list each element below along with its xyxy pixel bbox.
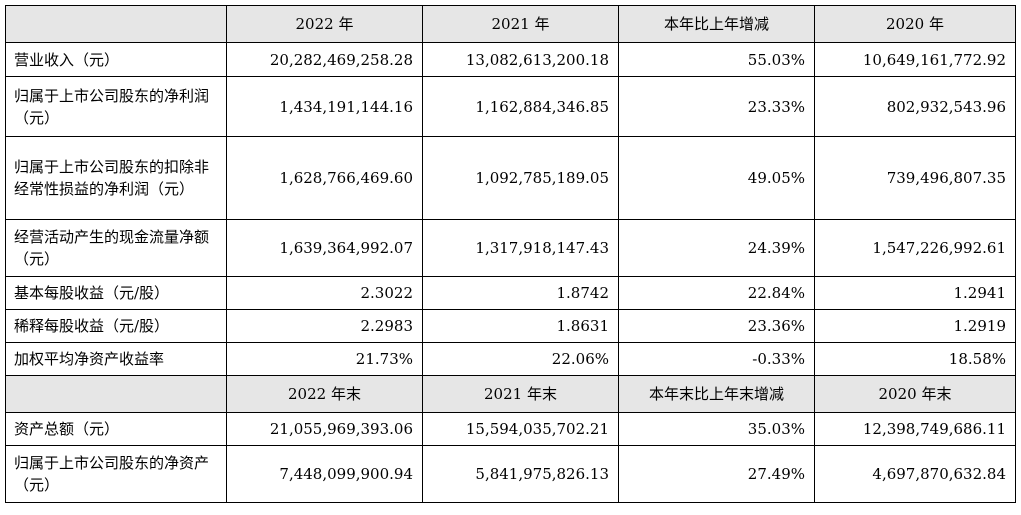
value-cell: 1.8631	[422, 309, 619, 343]
row-label: 资产总额（元）	[5, 412, 227, 446]
table-row: 营业收入（元） 20,282,469,258.28 13,082,613,200…	[5, 42, 1016, 77]
header-cell: 本年末比上年末增减	[618, 375, 815, 413]
header-cell: 2022 年末	[226, 375, 423, 413]
value-cell: -0.33%	[618, 342, 815, 376]
table-row: 加权平均净资产收益率 21.73% 22.06% -0.33% 18.58%	[5, 342, 1016, 376]
value-cell: 20,282,469,258.28	[226, 42, 423, 77]
header-row-2: 2022 年末 2021 年末 本年末比上年末增减 2020 年末	[5, 375, 1016, 413]
value-cell: 55.03%	[618, 42, 815, 77]
value-cell: 23.33%	[618, 76, 815, 137]
value-cell: 1,092,785,189.05	[422, 136, 619, 220]
value-cell: 21,055,969,393.06	[226, 412, 423, 446]
table-row: 归属于上市公司股东的净利润（元） 1,434,191,144.16 1,162,…	[5, 76, 1016, 137]
value-cell: 1,162,884,346.85	[422, 76, 619, 137]
value-cell: 13,082,613,200.18	[422, 42, 619, 77]
table-row: 基本每股收益（元/股） 2.3022 1.8742 22.84% 1.2941	[5, 276, 1016, 310]
header-cell: 2021 年	[422, 5, 619, 43]
value-cell: 1.2941	[814, 276, 1016, 310]
header-row-1: 2022 年 2021 年 本年比上年增减 2020 年	[5, 5, 1016, 43]
row-label: 加权平均净资产收益率	[5, 342, 227, 376]
table-row: 经营活动产生的现金流量净额（元） 1,639,364,992.07 1,317,…	[5, 219, 1016, 277]
value-cell: 35.03%	[618, 412, 815, 446]
row-label: 营业收入（元）	[5, 42, 227, 77]
value-cell: 2.2983	[226, 309, 423, 343]
table-row: 归属于上市公司股东的净资产（元） 7,448,099,900.94 5,841,…	[5, 445, 1016, 503]
header-corner-cell	[5, 375, 227, 413]
row-label: 经营活动产生的现金流量净额（元）	[5, 219, 227, 277]
value-cell: 15,594,035,702.21	[422, 412, 619, 446]
value-cell: 22.06%	[422, 342, 619, 376]
value-cell: 18.58%	[814, 342, 1016, 376]
value-cell: 4,697,870,632.84	[814, 445, 1016, 503]
value-cell: 739,496,807.35	[814, 136, 1016, 220]
value-cell: 23.36%	[618, 309, 815, 343]
row-label: 归属于上市公司股东的净资产（元）	[5, 445, 227, 503]
value-cell: 24.39%	[618, 219, 815, 277]
value-cell: 12,398,749,686.11	[814, 412, 1016, 446]
row-label: 稀释每股收益（元/股）	[5, 309, 227, 343]
value-cell: 1,628,766,469.60	[226, 136, 423, 220]
value-cell: 27.49%	[618, 445, 815, 503]
value-cell: 22.84%	[618, 276, 815, 310]
row-label: 基本每股收益（元/股）	[5, 276, 227, 310]
header-cell: 本年比上年增减	[618, 5, 815, 43]
value-cell: 10,649,161,772.92	[814, 42, 1016, 77]
table-row: 稀释每股收益（元/股） 2.2983 1.8631 23.36% 1.2919	[5, 309, 1016, 343]
table-row: 资产总额（元） 21,055,969,393.06 15,594,035,702…	[5, 412, 1016, 446]
header-corner-cell	[5, 5, 227, 43]
value-cell: 1,639,364,992.07	[226, 219, 423, 277]
header-cell: 2021 年末	[422, 375, 619, 413]
table-row: 归属于上市公司股东的扣除非经常性损益的净利润（元） 1,628,766,469.…	[5, 136, 1016, 220]
value-cell: 5,841,975,826.13	[422, 445, 619, 503]
header-cell: 2020 年	[814, 5, 1016, 43]
value-cell: 1,547,226,992.61	[814, 219, 1016, 277]
value-cell: 21.73%	[226, 342, 423, 376]
header-cell: 2020 年末	[814, 375, 1016, 413]
value-cell: 802,932,543.96	[814, 76, 1016, 137]
value-cell: 1.2919	[814, 309, 1016, 343]
row-label: 归属于上市公司股东的净利润（元）	[5, 76, 227, 137]
value-cell: 7,448,099,900.94	[226, 445, 423, 503]
financial-summary-table: 2022 年 2021 年 本年比上年增减 2020 年 营业收入（元） 20,…	[5, 5, 1016, 503]
value-cell: 1.8742	[422, 276, 619, 310]
value-cell: 1,434,191,144.16	[226, 76, 423, 137]
value-cell: 2.3022	[226, 276, 423, 310]
value-cell: 49.05%	[618, 136, 815, 220]
row-label: 归属于上市公司股东的扣除非经常性损益的净利润（元）	[5, 136, 227, 220]
value-cell: 1,317,918,147.43	[422, 219, 619, 277]
header-cell: 2022 年	[226, 5, 423, 43]
